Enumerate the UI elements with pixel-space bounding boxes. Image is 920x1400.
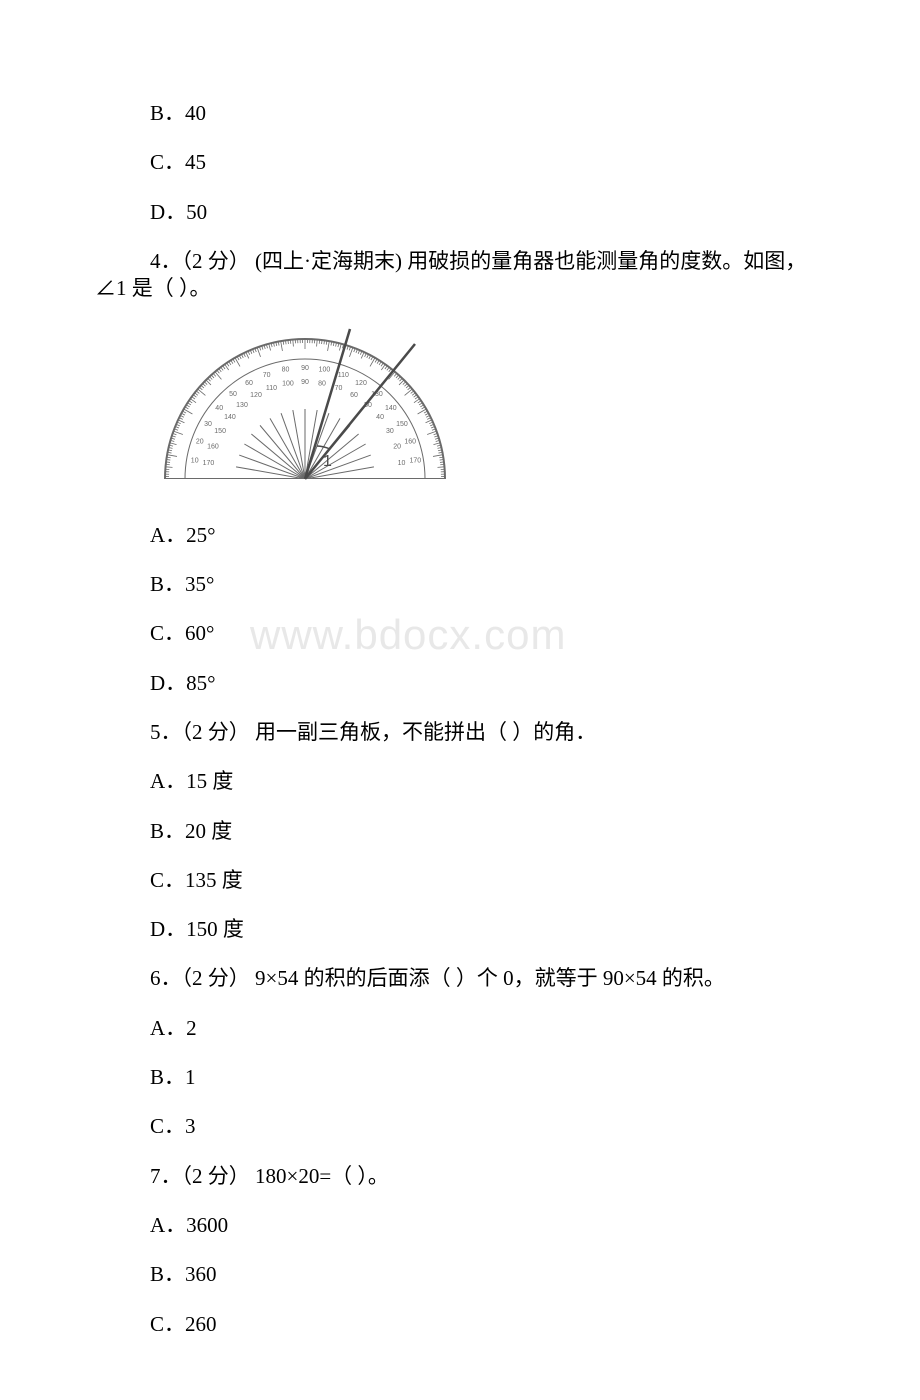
q4-option-a: A．25° — [150, 522, 825, 549]
svg-text:40: 40 — [376, 414, 384, 421]
svg-text:100: 100 — [319, 367, 331, 374]
q4-option-c: C．60° — [150, 620, 825, 647]
svg-text:160: 160 — [404, 439, 416, 446]
svg-text:10: 10 — [398, 460, 406, 467]
q4-option-b: B．35° — [150, 571, 825, 598]
svg-text:140: 140 — [385, 405, 397, 412]
q6-option-c: C．3 — [150, 1113, 825, 1140]
q5-option-a: A．15 度 — [150, 768, 825, 795]
q7-text: 7．（2 分） 180×20=（ ）。 — [150, 1163, 825, 1190]
q5-text: 5．（2 分） 用一副三角板，不能拼出（ ）的角． — [150, 719, 825, 746]
svg-text:60: 60 — [350, 393, 358, 400]
protractor-icon: 1020304050607080901001101201301401501601… — [155, 324, 455, 494]
q4-text: 4．（2 分） (四上·定海期末) 用破损的量角器也能测量角的度数。如图，∠1 … — [95, 248, 825, 303]
q6-text: 6．（2 分） 9×54 的积的后面添（ ）个 0，就等于 90×54 的积。 — [150, 965, 825, 992]
svg-text:130: 130 — [236, 402, 248, 409]
svg-text:10: 10 — [191, 458, 199, 465]
document-content: B．40 C．45 D．50 4．（2 分） (四上·定海期末) 用破损的量角器… — [95, 100, 825, 1338]
svg-text:120: 120 — [355, 380, 367, 387]
svg-text:90: 90 — [301, 365, 309, 372]
q6-option-b: B．1 — [150, 1064, 825, 1091]
svg-text:100: 100 — [282, 381, 294, 388]
svg-text:80: 80 — [318, 381, 326, 388]
q3-option-d: D．50 — [150, 199, 825, 226]
svg-text:20: 20 — [393, 444, 401, 451]
svg-text:90: 90 — [301, 379, 309, 386]
svg-text:50: 50 — [229, 392, 237, 399]
svg-text:30: 30 — [204, 421, 212, 428]
svg-text:150: 150 — [396, 421, 408, 428]
svg-text:20: 20 — [196, 439, 204, 446]
svg-text:70: 70 — [335, 385, 343, 392]
svg-text:110: 110 — [338, 372, 349, 379]
q7-option-c: C．260 — [150, 1311, 825, 1338]
q4-option-d: D．85° — [150, 670, 825, 697]
protractor-figure: 1020304050607080901001101201301401501601… — [155, 324, 825, 501]
angle-label: 1 — [323, 453, 332, 470]
q6-option-a: A．2 — [150, 1015, 825, 1042]
q7-option-a: A．3600 — [150, 1212, 825, 1239]
q5-option-c: C．135 度 — [150, 867, 825, 894]
svg-text:110: 110 — [266, 385, 277, 392]
svg-text:80: 80 — [282, 367, 290, 374]
svg-text:120: 120 — [250, 393, 262, 400]
q3-option-b: B．40 — [150, 100, 825, 127]
q5-option-d: D．150 度 — [150, 916, 825, 943]
q3-option-c: C．45 — [150, 149, 825, 176]
q5-option-b: B．20 度 — [150, 818, 825, 845]
svg-text:40: 40 — [215, 405, 223, 412]
svg-text:160: 160 — [207, 444, 219, 451]
svg-text:140: 140 — [224, 414, 236, 421]
svg-text:170: 170 — [409, 458, 421, 465]
svg-text:170: 170 — [203, 460, 215, 467]
svg-text:150: 150 — [214, 428, 226, 435]
svg-text:60: 60 — [245, 380, 253, 387]
q7-option-b: B．360 — [150, 1261, 825, 1288]
svg-text:70: 70 — [263, 372, 271, 379]
svg-text:30: 30 — [386, 428, 394, 435]
